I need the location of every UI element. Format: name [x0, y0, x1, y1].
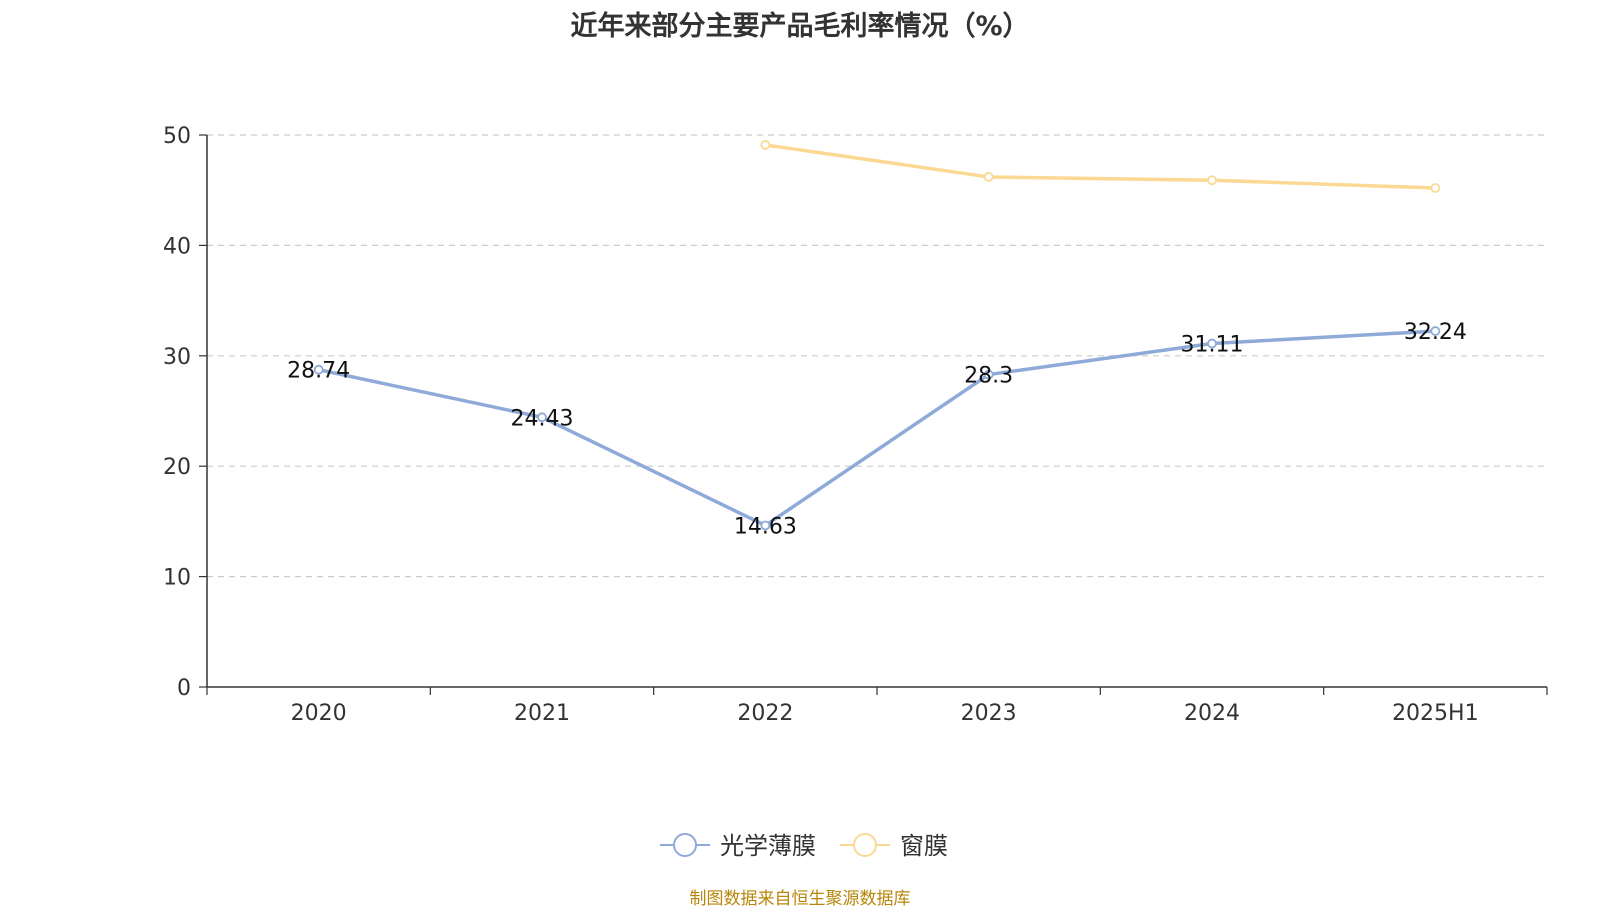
- x-tick-label: 2023: [961, 701, 1017, 726]
- data-label: 14.63: [734, 514, 797, 539]
- x-tick-label: 2024: [1184, 701, 1240, 726]
- legend-marker: [673, 833, 697, 857]
- legend-marker: [853, 833, 877, 857]
- legend-label: 光学薄膜: [720, 832, 816, 860]
- series-line: [765, 143, 1436, 190]
- data-point: [760, 520, 771, 531]
- data-label: 31.11: [1181, 333, 1244, 358]
- tick-labels: 0 10 20 30 40 50 2020 2021 2022 2023 2024 2025H1: [163, 124, 1479, 726]
- data-point: [983, 369, 994, 380]
- data-label: 28.74: [287, 359, 350, 384]
- data-label: 24.43: [511, 406, 574, 431]
- axes: [199, 134, 1548, 695]
- data-point: [313, 364, 324, 375]
- y-tick-label: 0: [177, 676, 191, 701]
- x-tick-label: 2022: [737, 701, 793, 726]
- data-point: [1430, 183, 1441, 193]
- data-points: [313, 140, 1441, 531]
- y-tick-label: 10: [163, 566, 191, 591]
- data-point: [1207, 338, 1217, 349]
- data-labels: 28.74 24.43 14.63 28.3 31.11 32.24: [287, 320, 1467, 539]
- data-point: [537, 412, 547, 423]
- y-tick-label: 50: [163, 124, 191, 149]
- data-point: [983, 172, 994, 182]
- legend-label: 窗膜: [900, 832, 948, 860]
- source-note: 制图数据来自恒生聚源数据库: [689, 889, 911, 909]
- data-label: 28.3: [964, 364, 1013, 389]
- data-point: [1430, 326, 1441, 336]
- y-tick-label: 30: [163, 345, 191, 370]
- y-tick-label: 40: [163, 234, 191, 259]
- series-lines: [318, 143, 1436, 528]
- x-tick-label: 2021: [514, 701, 570, 726]
- data-point: [1207, 175, 1217, 186]
- chart-title: 近年来部分主要产品毛利率情况（%）: [570, 11, 1030, 42]
- data-label: 32.24: [1404, 320, 1467, 345]
- series-line: [318, 329, 1436, 528]
- legend: 光学薄膜 窗膜: [660, 832, 948, 860]
- x-tick-label: 2020: [291, 701, 347, 726]
- data-point: [760, 140, 771, 150]
- x-tick-label: 2025H1: [1392, 701, 1479, 726]
- gridlines: [207, 134, 1547, 578]
- y-tick-label: 20: [163, 455, 191, 480]
